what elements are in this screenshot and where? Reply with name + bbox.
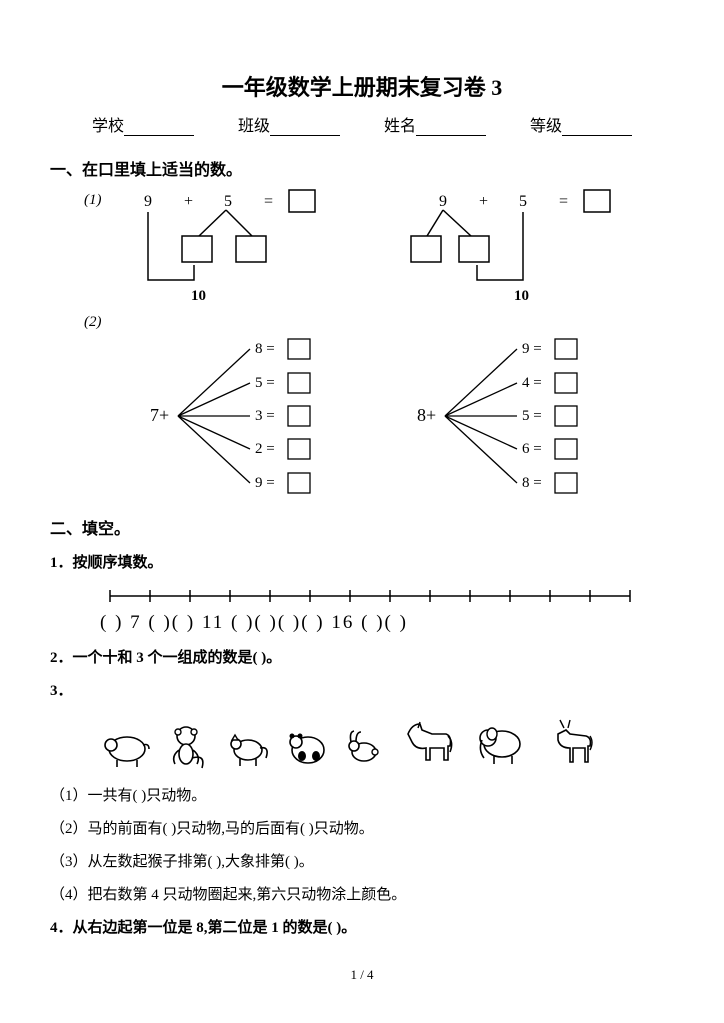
cat-icon [231,735,267,766]
q2-4: 4．从右边起第一位是 8,第二位是 1 的数是( )。 [50,916,674,937]
rabbit-icon [349,731,378,761]
tree-num-9: 9 [439,193,447,210]
answer-box [584,190,610,212]
svg-text:9 =: 9 = [255,475,275,491]
svg-text:8 =: 8 = [255,341,275,357]
q2-1-label: 1．按顺序填数。 [50,551,674,572]
svg-text:5 =: 5 = [255,375,275,391]
q3-2: （2）马的前面有( )只动物,马的后面有( )只动物。 [50,817,674,838]
eq: = [264,193,273,210]
tree-num-9: 9 [144,193,152,210]
section-1-heading: 一、在口里填上适当的数。 [50,156,674,180]
section-2-heading: 二、填空。 [50,515,674,539]
page-footer: 1 / 4 [50,967,674,983]
svg-text:9 =: 9 = [522,341,542,357]
number-line [100,584,674,608]
plus: + [479,193,488,210]
split-box-left [411,236,441,262]
split-box-right [459,236,489,262]
fan-base: 7+ [150,405,169,425]
q3-4: （4）把右数第 4 只动物圈起来,第六只动物涂上颜色。 [50,883,674,904]
svg-text:8 =: 8 = [522,475,542,491]
grade-field: 等级 [530,112,632,136]
fan-base: 8+ [417,405,436,425]
answer-box [289,190,315,212]
tree-right: 9 + 5 = 10 [399,188,674,308]
split-box-left [182,236,212,262]
tree-bottom: 10 [514,288,529,304]
q2-2: 2．一个十和 3 个一组成的数是( )。 [50,646,674,667]
q1-trees: (1) 9 + 5 = 10 9 + 5 = [84,188,674,308]
number-line-values: ( ) 7 ( )( ) 11 ( )( )( )( ) 16 ( )( ) [100,612,674,634]
q3-3: （3）从左数起猴子排第( ),大象排第( )。 [50,850,674,871]
q3-1: （1）一共有( )只动物。 [50,784,674,805]
worksheet-page: 一年级数学上册期末复习卷 3 学校 班级 姓名 等级 一、在口里填上适当的数。 … [0,0,724,1013]
school-field: 学校 [92,112,194,136]
pig-icon [105,737,149,767]
svg-text:6 =: 6 = [522,441,542,457]
q1-fans: 7+ 8 = 5 = 3 = 2 = 9 = 8+ 9 = [140,331,674,501]
tree-bottom: 10 [191,288,206,304]
fan-right: 8+ 9 = 4 = 5 = 6 = 8 = [407,331,674,501]
split-box-right [236,236,266,262]
part1-label: (1) [84,188,124,308]
class-blank[interactable] [270,119,340,136]
animal-row [100,712,674,772]
tree-num-5: 5 [519,193,527,210]
school-blank[interactable] [124,119,194,136]
plus: + [184,193,193,210]
tree-left: 9 + 5 = 10 [124,188,399,308]
student-info-line: 学校 班级 姓名 等级 [70,112,654,136]
monkey-icon [174,727,203,768]
svg-text:5 =: 5 = [522,408,542,424]
eq: = [559,193,568,210]
svg-text:4 =: 4 = [522,375,542,391]
name-field: 姓名 [384,112,486,136]
svg-text:2 =: 2 = [255,441,275,457]
page-title: 一年级数学上册期末复习卷 3 [50,70,674,102]
q2-3-label: 3． [50,679,674,700]
svg-text:3 =: 3 = [255,408,275,424]
panda-icon [290,734,325,764]
name-blank[interactable] [416,119,486,136]
tree-num-5: 5 [224,193,232,210]
grade-blank[interactable] [562,119,632,136]
class-field: 班级 [238,112,340,136]
deer-icon [558,720,592,762]
part2-label: (2) [84,314,674,331]
elephant-icon [480,728,520,764]
fan-left: 7+ 8 = 5 = 3 = 2 = 9 = [140,331,407,501]
horse-icon [408,722,452,760]
